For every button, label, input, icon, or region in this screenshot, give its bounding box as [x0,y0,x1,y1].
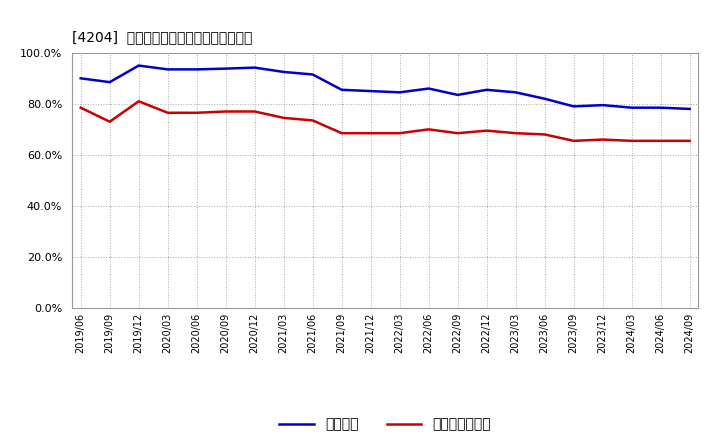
固定比率 [424,86,433,91]
固定長期適合率 [338,131,346,136]
固定比率 [685,106,694,112]
Text: [4204]  固定比率、固定長期適合率の推移: [4204] 固定比率、固定長期適合率の推移 [72,31,253,45]
固定長期適合率 [454,131,462,136]
固定長期適合率 [279,115,288,121]
固定長期適合率 [685,138,694,143]
固定長期適合率 [135,99,143,104]
固定比率 [395,90,404,95]
固定比率 [105,80,114,85]
固定比率 [657,105,665,110]
固定長期適合率 [598,137,607,142]
固定長期適合率 [366,131,375,136]
固定比率 [308,72,317,77]
固定長期適合率 [627,138,636,143]
固定長期適合率 [511,131,520,136]
固定比率 [511,90,520,95]
固定長期適合率 [192,110,201,115]
Legend: 固定比率, 固定長期適合率: 固定比率, 固定長期適合率 [274,412,497,437]
固定比率 [221,66,230,71]
固定長期適合率 [308,118,317,123]
固定長期適合率 [424,127,433,132]
Line: 固定長期適合率: 固定長期適合率 [81,101,690,141]
固定比率 [482,87,491,92]
固定比率 [338,87,346,92]
固定長期適合率 [482,128,491,133]
固定比率 [279,69,288,74]
固定長期適合率 [221,109,230,114]
固定比率 [135,63,143,68]
固定長期適合率 [541,132,549,137]
固定比率 [627,105,636,110]
固定長期適合率 [105,119,114,125]
固定比率 [570,104,578,109]
固定比率 [454,92,462,98]
固定比率 [251,65,259,70]
固定比率 [192,67,201,72]
固定長期適合率 [395,131,404,136]
固定長期適合率 [163,110,172,115]
固定比率 [163,67,172,72]
固定長期適合率 [570,138,578,143]
固定長期適合率 [657,138,665,143]
固定比率 [366,88,375,94]
固定長期適合率 [251,109,259,114]
固定比率 [76,76,85,81]
固定比率 [541,96,549,101]
固定比率 [598,103,607,108]
Line: 固定比率: 固定比率 [81,66,690,109]
固定長期適合率 [76,105,85,110]
